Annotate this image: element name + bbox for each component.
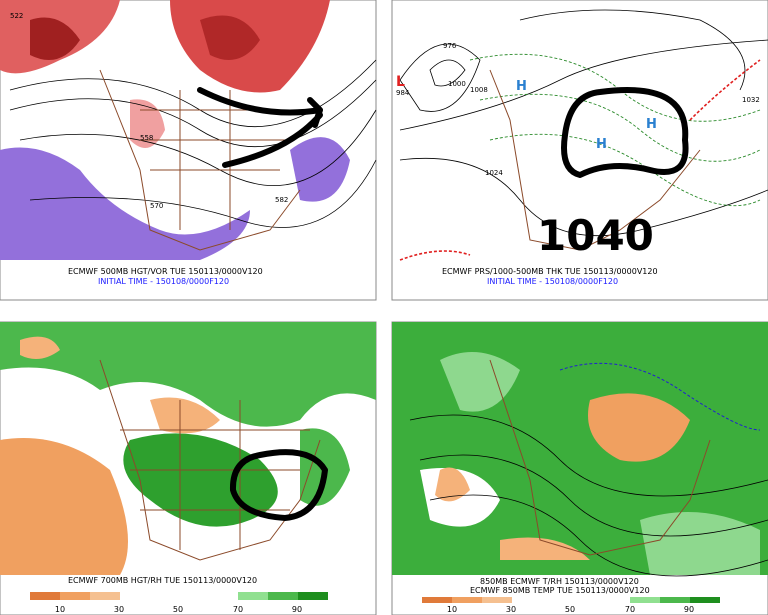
isobar [399,43,481,112]
contour-label: 570 [150,202,163,210]
height-contour [9,79,377,148]
freezing-line [559,362,761,431]
contour-label: 558 [140,134,153,142]
thickness-contour [399,59,761,261]
colorbar-label: 70 [233,605,243,614]
hand-drawn-arrow [197,87,323,168]
borders [140,90,300,230]
coastline [99,69,301,251]
high-symbol: H [596,137,607,152]
panel-700mb: ECMWF 700MB HGT/RH TUE 150113/0000V120 1… [0,321,377,615]
caption: INITIAL TIME - 150108/0000F120 [98,277,229,286]
colorbar-label: 50 [173,605,183,614]
contour-label: 1000 [448,80,466,88]
colorbar-label: 10 [447,605,457,614]
isobar [399,157,768,237]
height-contour [29,159,377,228]
temperature-contour [409,414,768,577]
colorbar-label: 30 [506,605,516,614]
dry-area [0,438,128,575]
dry-area [20,336,220,434]
colorbar [422,597,720,603]
hand-drawn-circle [561,87,689,178]
contour-label: 522 [10,12,23,20]
caption: 850MB ECMWF T/RH 150113/0000V120 [480,577,639,586]
annotation: 1040 [537,211,654,260]
hand-drawn-circle [229,449,328,521]
colorbar-label: 50 [565,605,575,614]
panel-sfc: 1040 L H H H 976 984 1000 1008 1024 1032… [391,0,768,301]
humid-area [0,322,376,427]
isobar [519,9,746,91]
vorticity-area [130,99,165,148]
caption: ECMWF 850MB TEMP TUE 150113/0000V120 [470,586,650,595]
contour-label: 1008 [470,86,488,94]
caption: ECMWF PRS/1000-500MB THK TUE 150113/0000… [442,267,658,276]
caption: ECMWF 500MB HGT/VOR TUE 150113/0000V120 [68,267,263,276]
panel-500mb: 522 558 570 582 ECMWF 500MB HGT/VOR TUE … [0,0,377,301]
humid-area [440,352,760,575]
contour-label: 976 [443,42,457,50]
colorbar-label: 30 [114,605,124,614]
vorticity-core [30,17,80,60]
contour-label: 582 [275,196,288,204]
dry-area [588,393,690,462]
colorbar-label: 10 [55,605,65,614]
negative-vorticity [290,137,350,202]
vorticity-core [200,15,260,60]
isobar [399,39,768,131]
caption: ECMWF 700MB HGT/RH TUE 150113/0000V120 [68,576,257,585]
colorbar [30,592,328,600]
coastline [489,69,701,251]
low-symbol: L [396,74,405,90]
contour-label: 984 [396,89,410,97]
high-symbol: H [516,79,527,94]
colorbar-label: 70 [625,605,635,614]
coastline [489,359,711,556]
negative-vorticity [0,147,250,260]
borders [120,400,310,550]
colorbar-label: 90 [292,605,302,614]
contour-label: 1032 [742,96,760,104]
colorbar-label: 90 [684,605,694,614]
caption: INITIAL TIME - 150108/0000F120 [487,277,618,286]
contour-label: 1024 [485,169,503,177]
panel-850mb: 850MB ECMWF T/RH 150113/0000V120 ECMWF 8… [391,321,768,615]
high-symbol: H [646,117,657,132]
